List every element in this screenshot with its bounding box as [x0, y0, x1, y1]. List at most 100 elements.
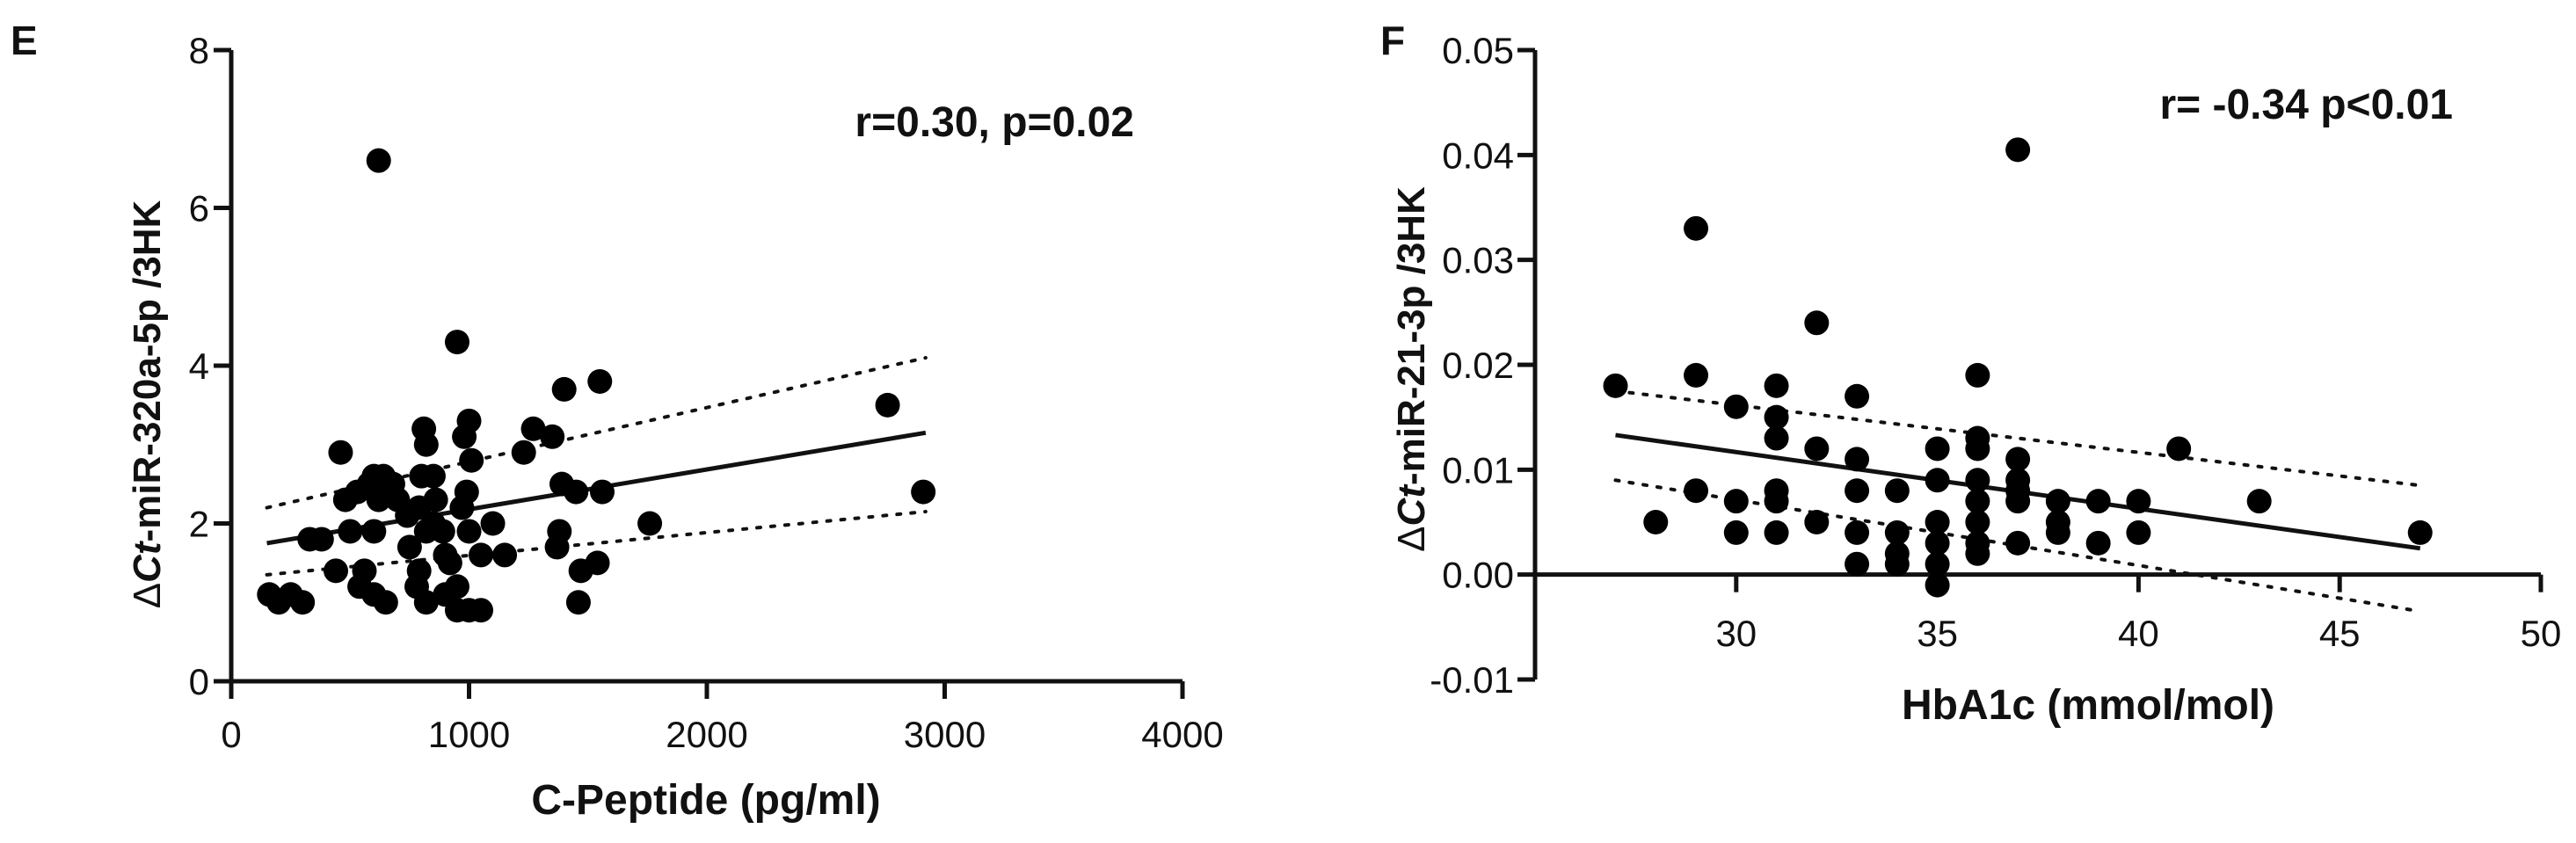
data-point	[1684, 362, 1709, 388]
data-point	[433, 582, 458, 607]
y-axis-label-f: ΔCt-miR-21-3p /3HK	[1390, 186, 1433, 552]
x-axis-title-e: C-Peptide (pg/ml)	[531, 777, 880, 824]
data-point	[1884, 551, 1910, 577]
data-point	[1723, 520, 1749, 545]
data-point	[1965, 541, 1990, 566]
data-point	[1845, 551, 1870, 577]
data-point	[2085, 489, 2111, 514]
axes-e	[229, 50, 1182, 684]
y-ticks-e: 0 2 4 6 8	[189, 30, 231, 702]
data-point	[328, 440, 353, 465]
data-point	[420, 511, 446, 536]
y-axis-label-rest: -miR-21-3p /3HK	[1390, 186, 1433, 485]
data-point	[585, 550, 610, 576]
y-tick-label: 0.04	[1442, 134, 1514, 176]
y-tick-label: 0.00	[1442, 555, 1514, 596]
data-point	[1925, 551, 1950, 577]
data-point	[1884, 520, 1910, 545]
data-point	[409, 463, 434, 489]
ci-upper-line	[1613, 389, 2422, 488]
x-tick-label: 0	[221, 714, 241, 755]
x-tick-label: 30	[1715, 613, 1757, 654]
y-tick-label: 0	[189, 661, 209, 702]
y-tick-label: 0.05	[1442, 30, 1514, 71]
y-axis-label-delta: Δ	[126, 583, 169, 608]
data-point	[1764, 373, 1789, 398]
panel-letter-f: F	[1380, 18, 1405, 63]
data-point	[449, 495, 475, 520]
y-tick-label: 4	[189, 345, 209, 387]
data-point	[345, 479, 370, 505]
data-point	[2005, 447, 2031, 472]
data-point	[565, 590, 591, 615]
data-point	[1684, 215, 1709, 241]
data-point	[1965, 510, 1990, 534]
data-point	[366, 148, 391, 173]
data-point	[2126, 520, 2151, 545]
data-point	[1723, 394, 1749, 419]
x-tick-label: 3000	[904, 714, 986, 755]
data-point	[411, 416, 437, 441]
x-tick-label: 1000	[428, 714, 510, 755]
x-tick-label: 40	[2118, 613, 2159, 654]
y-tick-label: 0.03	[1442, 240, 1514, 281]
data-point	[564, 479, 589, 505]
data-point	[297, 527, 323, 552]
y-tick-label: 2	[189, 504, 209, 545]
data-point	[544, 534, 570, 560]
data-point	[257, 582, 282, 607]
data-point	[1965, 436, 1990, 461]
data-point	[2005, 489, 2031, 514]
data-point	[2045, 520, 2070, 545]
data-point	[1804, 310, 1830, 336]
data-point	[540, 424, 565, 449]
y-tick-label: 8	[189, 30, 209, 71]
data-points-f	[1603, 137, 2433, 598]
data-point	[637, 511, 663, 536]
data-point	[1925, 510, 1950, 534]
data-point	[492, 542, 518, 568]
panel-letter-e: E	[11, 18, 38, 63]
data-point	[1764, 425, 1789, 451]
y-tick-label: 0.01	[1442, 449, 1514, 491]
data-point	[456, 519, 482, 544]
data-point	[2085, 530, 2111, 556]
panel-e: E ΔCt-miR-320a-5p /3HK C-Peptide (pg/ml)…	[11, 18, 1224, 824]
data-point	[1845, 383, 1870, 409]
data-point	[469, 542, 494, 568]
x-tick-label: 2000	[666, 714, 747, 755]
data-point	[444, 330, 469, 355]
data-point	[1925, 530, 1950, 556]
x-tick-label: 35	[1917, 613, 1958, 654]
y-axis-label-e: ΔCt-miR-320a-5p /3HK	[126, 200, 169, 608]
data-point	[551, 376, 577, 402]
ci-lower-line	[265, 510, 928, 577]
data-point	[1925, 436, 1950, 461]
data-point	[875, 392, 900, 418]
data-point	[2005, 530, 2031, 556]
x-axis-title-f: HbA1c (mmol/mol)	[1902, 682, 2274, 729]
data-point	[2005, 137, 2031, 163]
panel-f: F ΔCt-miR-21-3p /3HK HbA1c (mmol/mol) r=…	[1380, 18, 2561, 729]
data-point	[459, 447, 484, 473]
stat-annotation-f: r= -0.34 p<0.01	[2159, 82, 2453, 128]
data-point	[480, 511, 506, 536]
y-axis-label-ct: Ct	[126, 540, 169, 583]
data-point	[1684, 478, 1709, 504]
data-point	[911, 479, 936, 505]
x-tick-label: 4000	[1141, 714, 1223, 755]
data-point	[2126, 489, 2151, 514]
data-point	[1965, 489, 1990, 514]
data-point	[1723, 489, 1749, 514]
y-axis-label-ct: Ct	[1390, 483, 1433, 527]
data-point	[373, 590, 398, 615]
data-point	[437, 550, 462, 576]
data-point	[1925, 572, 1950, 598]
data-point	[2166, 436, 2192, 461]
data-points-e	[257, 148, 936, 623]
data-point	[347, 574, 373, 600]
data-point	[1925, 468, 1950, 493]
y-axis-label-delta: Δ	[1390, 526, 1433, 551]
data-point	[1764, 489, 1789, 514]
data-point	[2045, 489, 2070, 514]
